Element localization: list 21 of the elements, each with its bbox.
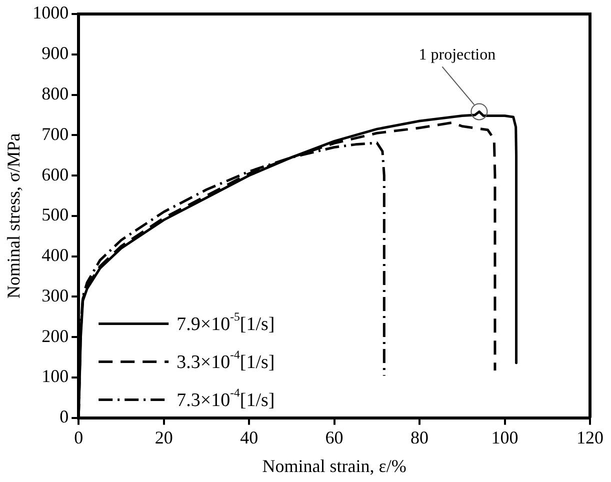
y-tick-label: 300 <box>42 285 69 306</box>
y-tick-label: 400 <box>42 245 69 266</box>
x-tick-label: 0 <box>74 427 84 448</box>
x-tick-label: 60 <box>325 427 344 448</box>
y-tick-label: 1000 <box>32 2 69 23</box>
y-tick-label: 500 <box>42 204 69 225</box>
y-axis-title: Nominal stress, σ/MPa <box>4 133 24 298</box>
y-tick-label: 200 <box>42 326 69 346</box>
x-tick-label: 80 <box>410 427 429 448</box>
x-tick-label: 40 <box>240 427 258 448</box>
x-tick-label: 20 <box>154 427 173 448</box>
y-tick-label: 700 <box>42 124 69 144</box>
y-tick-label: 800 <box>42 83 69 104</box>
y-tick-label: 900 <box>42 43 69 64</box>
y-tick-label: 100 <box>42 366 69 386</box>
y-tick-label: 0 <box>60 406 69 427</box>
annotation: 1 projection <box>418 46 496 64</box>
x-axis-title: Nominal strain, ε/% <box>262 456 406 476</box>
y-tick-label: 600 <box>42 164 69 184</box>
x-tick-label: 100 <box>491 427 518 448</box>
x-tick-label: 120 <box>576 427 604 448</box>
